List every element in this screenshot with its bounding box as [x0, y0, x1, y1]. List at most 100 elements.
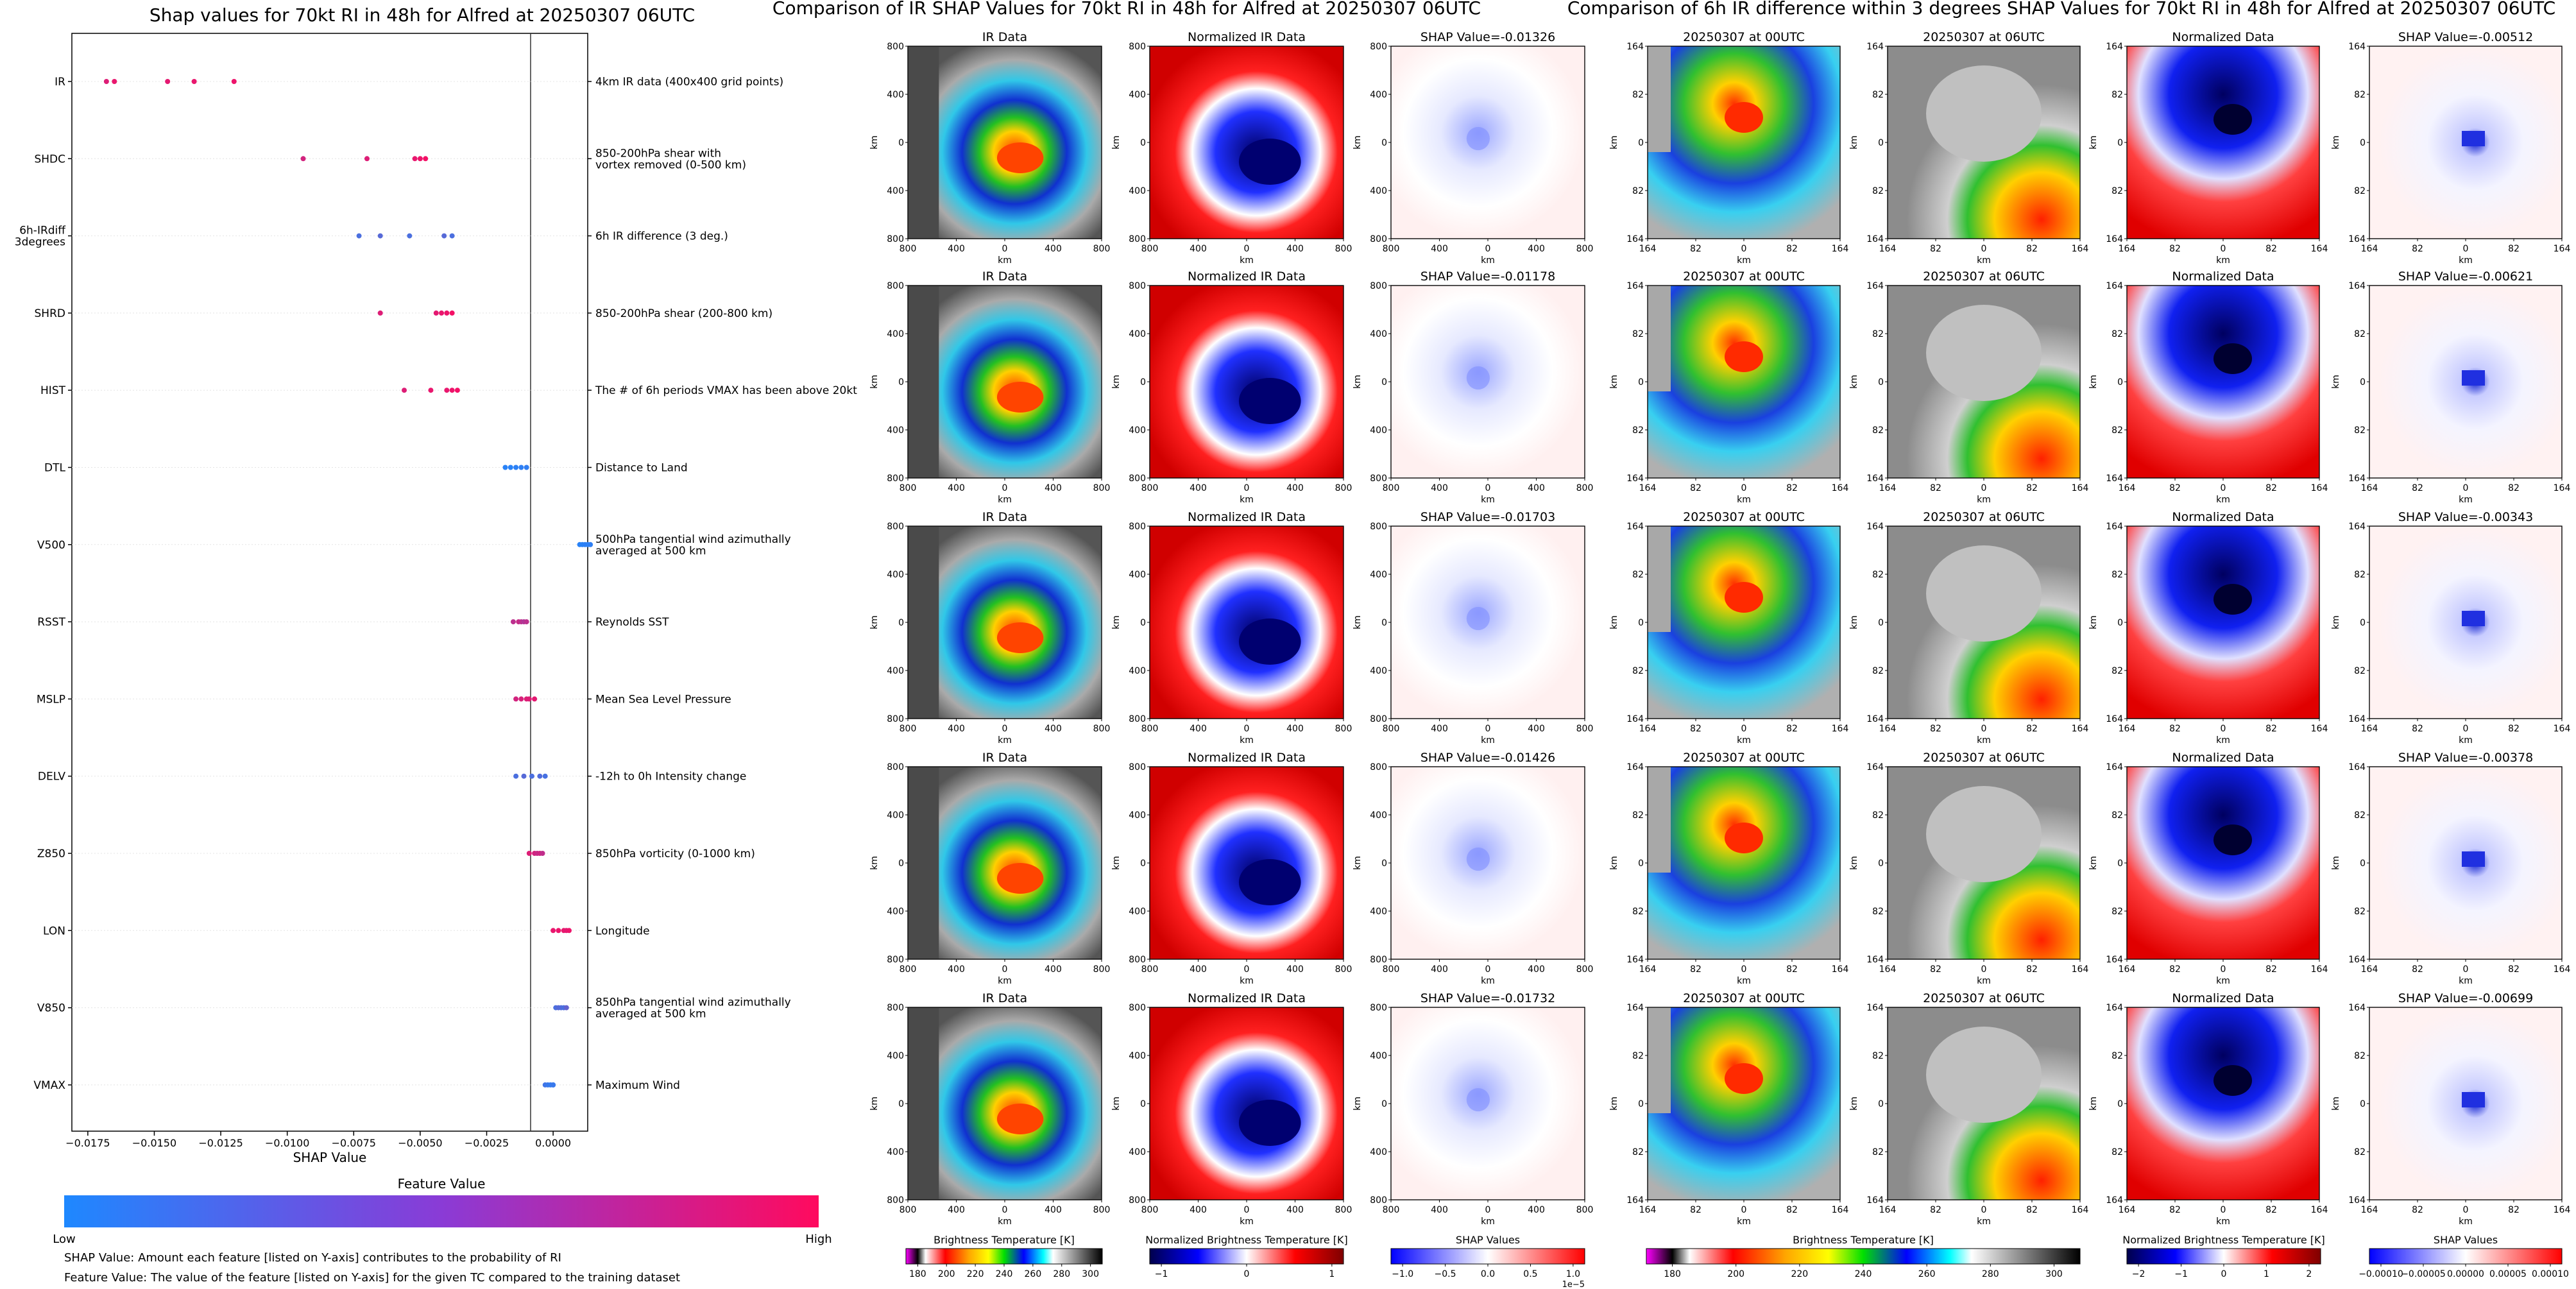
x-tick-label: 0 — [2463, 724, 2469, 734]
x-tick-label: 164 — [1639, 483, 1657, 493]
x-tick-label: −0.0100 — [265, 1137, 309, 1149]
colorbar-tick-label: 0.0 — [1481, 1269, 1495, 1279]
y-tick-label: 82 — [2111, 907, 2123, 917]
colorbar-tick-label: −1.0 — [1392, 1269, 1413, 1279]
x-tick-label: 800 — [1093, 483, 1111, 493]
x-tick-label: 400 — [1286, 724, 1304, 734]
x-axis-label: km — [1737, 1216, 1751, 1227]
feature-description-label: 850hPa vorticity (0-1000 km) — [595, 848, 755, 860]
x-axis-label: km — [2216, 976, 2230, 986]
y-axis-label: km — [2331, 1097, 2341, 1111]
x-tick-label: 400 — [1528, 244, 1545, 254]
y-tick-label: 400 — [887, 186, 904, 196]
x-tick-label: 800 — [1141, 483, 1159, 493]
storm-core — [1725, 582, 1763, 613]
y-tick-label: 800 — [1129, 1003, 1146, 1013]
x-tick-label: 82 — [1690, 724, 1702, 734]
shap-point — [526, 696, 532, 702]
y-tick-label: 82 — [2111, 90, 2123, 100]
x-tick-label: 800 — [1093, 244, 1111, 254]
y-tick-label: 164 — [1866, 281, 1884, 291]
feature-name-label: DTL — [44, 462, 65, 475]
y-axis-label: km — [869, 375, 880, 389]
x-tick-label: 164 — [2311, 244, 2328, 254]
y-tick-label: 82 — [1632, 425, 1644, 436]
x-tick-label: 800 — [1335, 483, 1352, 493]
y-tick-label: 82 — [2111, 810, 2123, 821]
y-tick-label: 164 — [1626, 762, 1644, 773]
y-tick-label: 164 — [1626, 474, 1644, 484]
x-tick-label: 400 — [1190, 724, 1207, 734]
x-tick-label: 82 — [2412, 964, 2423, 975]
y-tick-label: 800 — [887, 522, 904, 532]
y-axis-label: km — [2331, 615, 2341, 629]
x-tick-label: 400 — [1286, 244, 1304, 254]
y-tick-label: 164 — [1866, 1195, 1884, 1206]
x-axis-label: km — [2459, 976, 2473, 986]
colorbar-tick-label: 0.5 — [1523, 1269, 1537, 1279]
y-tick-label: 400 — [1129, 186, 1146, 196]
y-axis-label: km — [2331, 375, 2341, 389]
subplot-title: Normalized Data — [2172, 30, 2274, 44]
x-tick-label: 800 — [1141, 964, 1159, 975]
y-tick-label: 164 — [2348, 714, 2366, 724]
subplot-title: IR Data — [982, 991, 1027, 1005]
y-tick-label: 164 — [1866, 474, 1884, 484]
y-tick-label: 800 — [887, 955, 904, 965]
x-tick-label: 164 — [2119, 724, 2136, 734]
footnote-shap-value: SHAP Value: Amount each feature [listed … — [64, 1251, 561, 1265]
y-axis-label: km — [1352, 375, 1363, 389]
subplot-image — [1647, 1007, 1841, 1200]
y-tick-label: 400 — [1370, 1147, 1387, 1157]
shap-point — [513, 465, 519, 470]
x-axis-label: km — [1737, 495, 1751, 505]
subplot-image — [1149, 766, 1344, 960]
x-tick-label: 82 — [1690, 483, 1702, 493]
x-axis-label: km — [1240, 735, 1254, 746]
y-tick-label: 164 — [2106, 955, 2123, 965]
y-tick-label: 82 — [1632, 90, 1644, 100]
x-tick-label: 400 — [1190, 483, 1207, 493]
shap-point — [449, 310, 455, 316]
cooling-core — [2213, 824, 2252, 855]
x-tick-label: 164 — [1832, 244, 1849, 254]
y-tick-label: 400 — [887, 1051, 904, 1061]
y-axis-label: km — [1111, 135, 1122, 149]
y-tick-label: 164 — [1626, 714, 1644, 724]
x-tick-label: 164 — [1639, 1205, 1657, 1215]
x-tick-label: 0.0000 — [535, 1137, 571, 1149]
x-axis-label: km — [2459, 255, 2473, 266]
x-axis-label: km — [1977, 735, 1991, 746]
colorbar-high-label: High — [805, 1233, 832, 1246]
ir-comparison-title: Comparison of IR SHAP Values for 70kt RI… — [772, 0, 1481, 19]
shap-summary-title: Shap values for 70kt RI in 48h for Alfre… — [149, 4, 695, 26]
y-tick-label: 400 — [1370, 90, 1387, 100]
x-tick-label: 82 — [2265, 483, 2277, 493]
colorbar-tick-label: −1 — [1155, 1269, 1168, 1279]
colorbar-tick-label: 1 — [1329, 1269, 1335, 1279]
x-tick-label: 82 — [2508, 724, 2520, 734]
x-tick-label: 82 — [1930, 1205, 1941, 1215]
subplot-title: Normalized Data — [2172, 751, 2274, 765]
y-axis-label: km — [1609, 375, 1619, 389]
y-tick-label: 400 — [887, 1147, 904, 1157]
x-tick-label: 400 — [948, 483, 965, 493]
subplot-image — [2126, 46, 2320, 239]
y-tick-label: 164 — [2106, 281, 2123, 291]
shap-point — [588, 542, 593, 547]
y-tick-label: 82 — [1872, 907, 1884, 917]
x-tick-label: 800 — [1335, 964, 1352, 975]
colorbar-tick-label: 1.0 — [1566, 1269, 1580, 1279]
y-tick-label: 0 — [898, 138, 904, 148]
y-tick-label: 164 — [1626, 1195, 1644, 1206]
shap-hotspot — [2462, 1092, 2485, 1107]
y-tick-label: 82 — [2111, 570, 2123, 580]
y-axis-label: km — [1849, 1097, 1859, 1111]
shap-point — [441, 233, 447, 239]
x-tick-label: 0 — [2221, 964, 2226, 975]
y-tick-label: 800 — [887, 281, 904, 291]
x-tick-label: 400 — [1528, 1205, 1545, 1215]
y-tick-label: 164 — [1626, 955, 1644, 965]
y-tick-label: 82 — [1632, 329, 1644, 339]
subplot-image — [1149, 46, 1344, 239]
